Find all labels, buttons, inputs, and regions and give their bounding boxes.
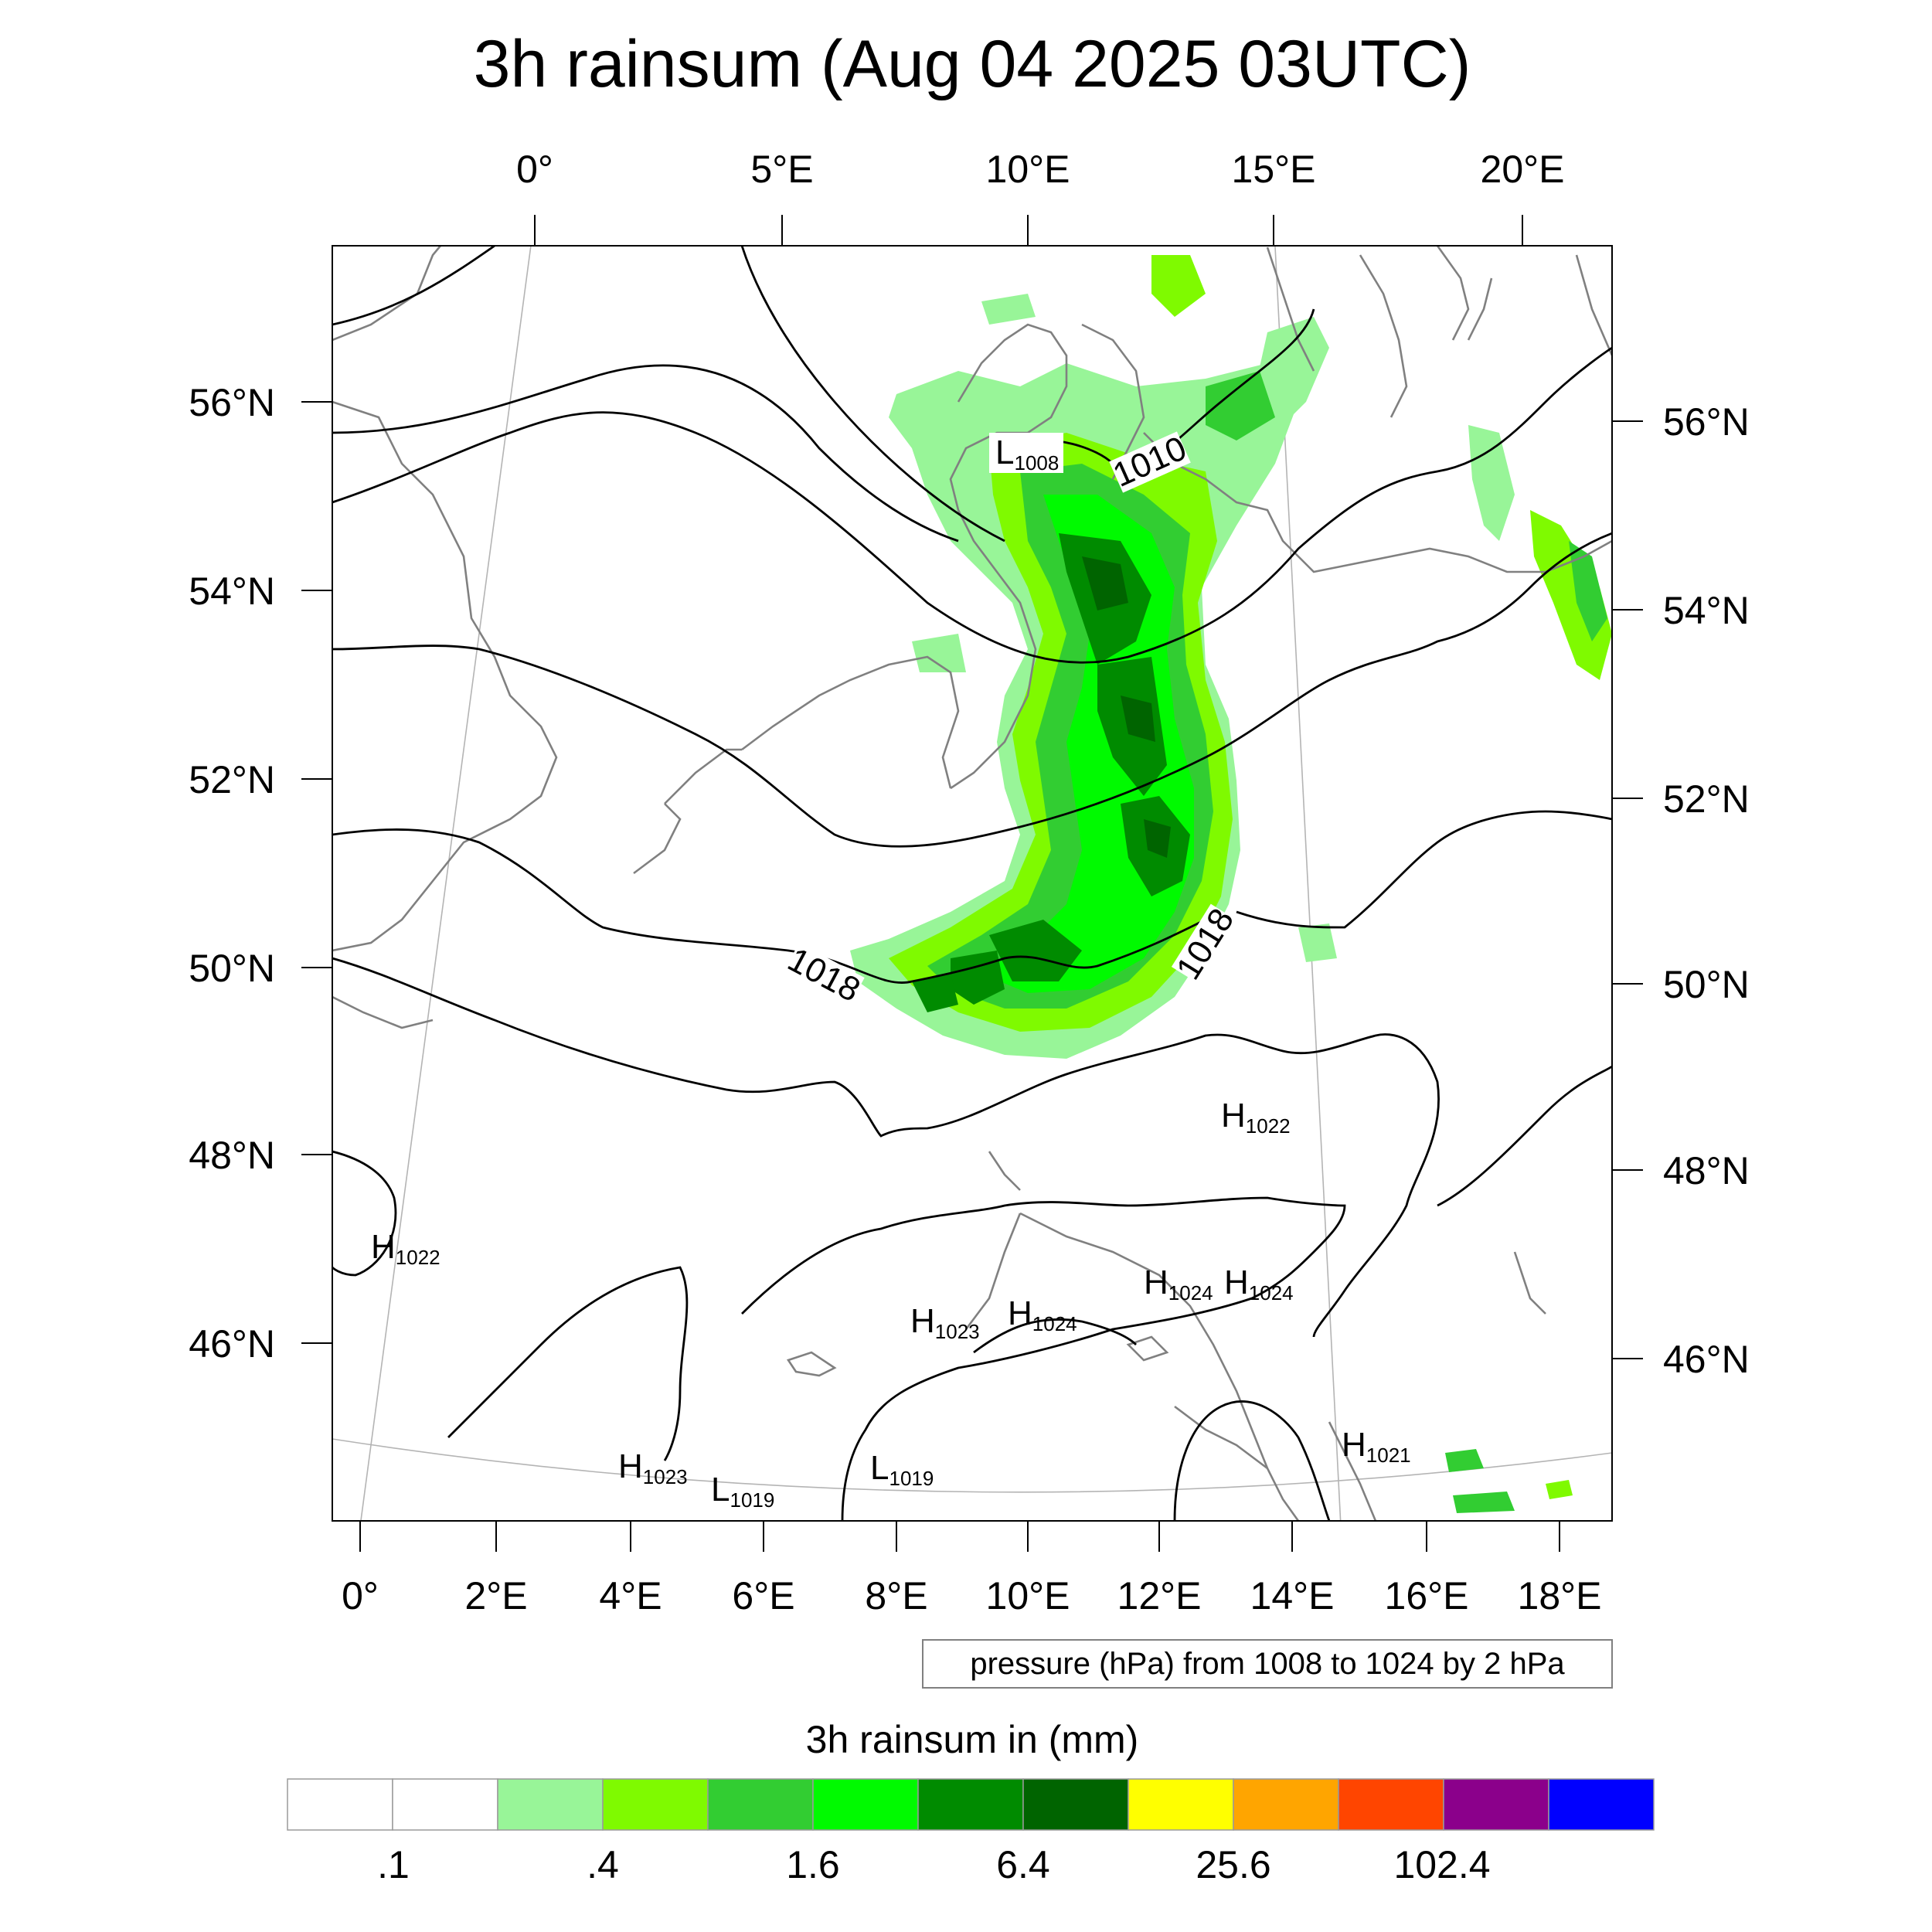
colorbar-swatch <box>1128 1778 1234 1831</box>
bottom-longitude-labels: 0° 2°E 4°E 6°E 8°E 10°E 12°E 14°E 16°E 1… <box>342 1574 1601 1617</box>
isobars <box>332 246 1612 1521</box>
map-frame <box>332 245 1613 1522</box>
bottom-lon-label: 10°E <box>986 1574 1070 1617</box>
left-lat-label: 46°N <box>189 1322 275 1366</box>
isobar-1016 <box>332 532 1612 848</box>
rain-area-very-heavy <box>1082 556 1171 858</box>
right-lat-label: 46°N <box>1663 1338 1750 1381</box>
top-lon-label: 0° <box>516 148 553 191</box>
right-lat-label: 50°N <box>1663 963 1750 1006</box>
colorbar-tick-labels: .1 .4 1.6 6.4 25.6 102.4 <box>377 1843 1490 1886</box>
colorbar-swatch <box>497 1778 604 1831</box>
right-lat-label: 48°N <box>1663 1149 1750 1192</box>
colorbar-swatch <box>1443 1778 1549 1831</box>
pressure-center-high-1023-south: H1023 <box>618 1447 688 1488</box>
colorbar-tick-label: 25.6 <box>1196 1843 1270 1886</box>
left-lat-label: 54°N <box>189 570 275 613</box>
isobar-1022-north <box>1437 1065 1612 1207</box>
right-lat-label: 54°N <box>1663 589 1750 632</box>
isobar-1015 <box>740 246 1005 543</box>
colorbar-swatch <box>287 1778 393 1831</box>
left-lat-label: 56°N <box>189 381 275 424</box>
right-lat-label: 56°N <box>1663 400 1750 444</box>
colorbar-tick-label: 1.6 <box>786 1843 840 1886</box>
map-panel: 1010 1018 1018 L1008 H1022 H1022 H1024 H… <box>332 245 1613 1522</box>
colorbar-tick-label: .4 <box>587 1843 619 1886</box>
pressure-center-high-1023-north: H1023 <box>910 1302 980 1343</box>
left-lat-label: 50°N <box>189 947 275 990</box>
isobar-1022-italy <box>1173 1400 1331 1521</box>
bottom-lon-label: 2°E <box>464 1574 527 1617</box>
map-title: 3h rainsum (Aug 04 2025 03UTC) <box>474 27 1471 101</box>
contour-info-text: pressure (hPa) from 1008 to 1024 by 2 hP… <box>970 1647 1565 1681</box>
colorbar-tick-label: 6.4 <box>996 1843 1050 1886</box>
right-lat-label: 52°N <box>1663 777 1750 821</box>
pressure-centers: L1008 H1022 H1022 H1024 H1024 H1023 H102… <box>371 433 1411 1512</box>
axis-ticks <box>301 215 1643 1552</box>
bottom-lon-label: 6°E <box>732 1574 794 1617</box>
top-lon-label: 15°E <box>1232 148 1316 191</box>
bottom-lon-label: 12°E <box>1117 1574 1202 1617</box>
pressure-center-high-1022-west: H1022 <box>371 1228 440 1269</box>
colorbar-swatches <box>287 1778 1655 1831</box>
contour-info-box: pressure (hPa) from 1008 to 1024 by 2 hP… <box>922 1639 1613 1689</box>
bottom-lon-label: 0° <box>342 1574 379 1617</box>
colorbar-swatch <box>917 1778 1024 1831</box>
colorbar: 3h rainsum in (mm) .1 .4 1.6 6.4 25.6 10… <box>287 1718 1655 1886</box>
colorbar-title: 3h rainsum in (mm) <box>806 1718 1139 1761</box>
top-lon-label: 10°E <box>986 148 1070 191</box>
bottom-lon-label: 8°E <box>865 1574 927 1617</box>
isobar-1022-south <box>332 1150 1346 1521</box>
right-latitude-labels: 56°N 54°N 52°N 50°N 48°N 46°N <box>1663 400 1750 1381</box>
pressure-center-low-1008: L1008 <box>995 434 1059 474</box>
pressure-center-high-1021: H1021 <box>1342 1426 1411 1467</box>
pressure-center-high-1024-b: H1024 <box>1224 1264 1294 1304</box>
colorbar-swatch <box>602 1778 709 1831</box>
colorbar-tick-label: .1 <box>377 1843 410 1886</box>
pressure-center-low-1019-a: L1019 <box>711 1471 774 1512</box>
left-lat-label: 48°N <box>189 1134 275 1177</box>
isobar-1022-west <box>447 1266 689 1461</box>
pressure-center-high-1022-east: H1022 <box>1221 1097 1291 1138</box>
top-lon-label: 20°E <box>1481 148 1565 191</box>
bottom-lon-label: 16°E <box>1385 1574 1469 1617</box>
left-latitude-labels: 56°N 54°N 52°N 50°N 48°N 46°N <box>189 381 275 1366</box>
pressure-center-high-1024-c: H1024 <box>1008 1294 1077 1335</box>
colorbar-swatch <box>1338 1778 1444 1831</box>
precipitation-field <box>850 255 1612 1513</box>
rain-scattered <box>912 255 1612 1513</box>
isobar-1014 <box>332 346 1612 664</box>
colorbar-tick-label: 102.4 <box>1393 1843 1490 1886</box>
top-longitude-labels: 0° 5°E 10°E 15°E 20°E <box>516 148 1564 191</box>
pressure-center-high-1024-a: H1024 <box>1144 1264 1213 1304</box>
top-lon-label: 5°E <box>750 148 813 191</box>
bottom-lon-label: 14°E <box>1250 1574 1335 1617</box>
colorbar-swatch <box>1548 1778 1655 1831</box>
colorbar-swatch <box>707 1778 814 1831</box>
left-lat-label: 52°N <box>189 758 275 801</box>
pressure-center-low-1019-b: L1019 <box>870 1449 934 1490</box>
colorbar-swatch <box>1233 1778 1339 1831</box>
colorbar-swatch <box>1022 1778 1129 1831</box>
bottom-lon-label: 4°E <box>599 1574 662 1617</box>
isobar-1020 <box>332 957 1440 1338</box>
isobar-1024 <box>973 1318 1137 1354</box>
colorbar-swatch <box>812 1778 919 1831</box>
isobar-1012 <box>332 246 959 543</box>
colorbar-swatch <box>392 1778 498 1831</box>
coastlines <box>332 246 1612 1521</box>
bottom-lon-label: 18°E <box>1518 1574 1602 1617</box>
